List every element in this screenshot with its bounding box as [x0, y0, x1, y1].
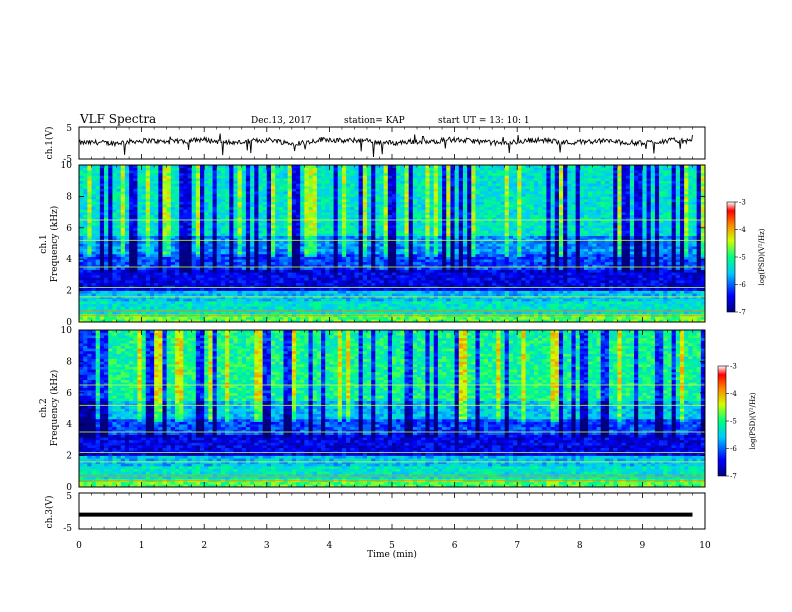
colorbar-tick-label: -3 — [730, 363, 737, 371]
colorbar-tick-label: -4 — [730, 390, 737, 398]
x-tick-label: 2 — [201, 541, 207, 551]
ch1-colorbar-ticks: -3 -4 -5 -6 -7 — [735, 199, 746, 317]
colorbar-tick-label: -6 — [739, 281, 746, 289]
colorbar-tick-label: -6 — [730, 445, 737, 453]
colorbar-tick-label: -7 — [730, 473, 737, 481]
freq-tick-label: 6 — [66, 389, 72, 399]
x-tick-label: 7 — [514, 541, 520, 551]
x-tick-label: 10 — [699, 541, 711, 551]
ch1-spec-ylabel: Frequency (kHz) — [49, 206, 60, 283]
x-tick-label: 0 — [76, 541, 82, 551]
freq-tick-label: 8 — [66, 357, 72, 367]
colorbar-tick-label: -4 — [739, 226, 746, 234]
x-tick-label: 3 — [264, 541, 270, 551]
ch1-colorbar-label: log(PSD)(V²/Hz) — [758, 228, 766, 285]
freq-tick-label: 0 — [66, 483, 72, 493]
header-station: station= KAP — [344, 116, 405, 126]
ch1-voltage-line — [78, 133, 693, 158]
x-axis-label: Time (min) — [367, 549, 417, 560]
colorbar-tick-label: -5 — [739, 254, 746, 262]
freq-tick-label: 0 — [66, 318, 72, 328]
ch2-spec-channel-label: ch.2 — [39, 398, 49, 417]
ch1-spec-channel-label: ch.1 — [39, 234, 49, 253]
freq-tick-label: 6 — [66, 224, 72, 234]
ch2-freq-ticks: 0 2 4 6 8 10 — [61, 326, 705, 493]
freq-tick-label: 10 — [61, 161, 73, 171]
freq-tick-label: 4 — [66, 255, 72, 265]
ch1-freq-ticks: 0 2 4 6 8 10 — [61, 161, 705, 328]
x-tick-label: 5 — [389, 541, 395, 551]
freq-tick-label: 8 — [66, 192, 72, 202]
x-tick-label: 8 — [577, 541, 583, 551]
ch1-spectrogram — [79, 165, 705, 322]
header-date: Dec.13, 2017 — [251, 116, 312, 126]
ch2-colorbar-label: log(PSD)(V²/Hz) — [749, 392, 757, 449]
ch3-ylabel: ch.3(V) — [44, 496, 55, 529]
x-axis-ticks: 0 1 2 3 4 5 6 7 8 9 10 — [76, 127, 711, 551]
x-tick-label: 9 — [640, 541, 646, 551]
ch2-colorbar — [717, 365, 727, 477]
ch3-voltage-panel: 5 -5 ch.3(V) — [44, 492, 706, 534]
ch2-colorbar-ticks: -3 -4 -5 -6 -7 — [726, 363, 737, 481]
ch1-voltage-panel: 5 -5 ch.1(V) — [44, 124, 706, 165]
freq-tick-label: 4 — [66, 420, 72, 430]
ch3-ytick-bottom: -5 — [63, 524, 72, 534]
colorbar-tick-label: -7 — [739, 309, 746, 317]
x-tick-label: 4 — [327, 541, 333, 551]
ch1-ytick-bottom: -5 — [63, 155, 72, 165]
colorbar-tick-label: -3 — [739, 199, 746, 207]
ch1-colorbar — [726, 201, 736, 313]
ch1-ytick-top: 5 — [66, 124, 72, 134]
freq-tick-label: 2 — [66, 287, 72, 297]
header-start-time: start UT = 13: 10: 1 — [438, 116, 530, 126]
ch2-spectrogram — [79, 330, 705, 487]
x-tick-label: 1 — [139, 541, 145, 551]
ch2-spec-ylabel: Frequency (kHz) — [49, 370, 60, 447]
figure-title: VLF Spectra — [79, 112, 156, 126]
freq-tick-label: 2 — [66, 452, 72, 462]
colorbar-tick-label: -5 — [730, 418, 737, 426]
x-tick-label: 6 — [452, 541, 458, 551]
freq-tick-label: 10 — [61, 326, 73, 336]
ch3-ytick-top: 5 — [66, 492, 72, 502]
ch1-ylabel: ch.1(V) — [44, 127, 55, 160]
